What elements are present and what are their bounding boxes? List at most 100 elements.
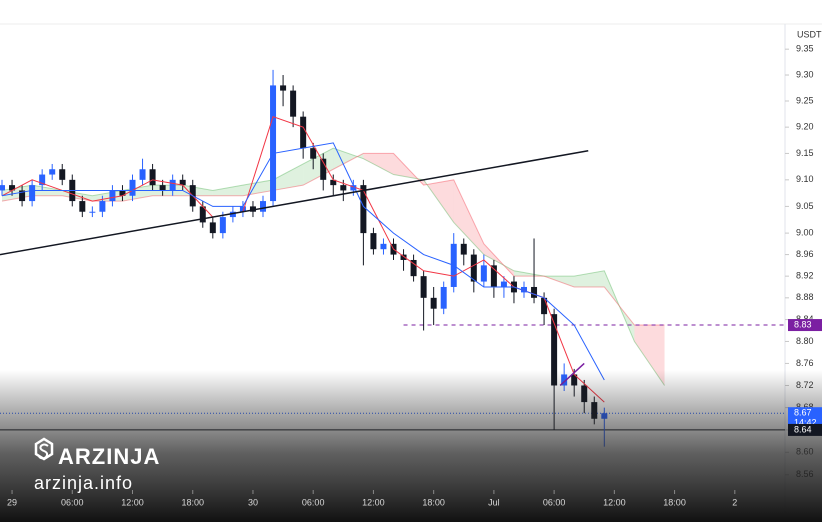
candle-body <box>209 222 216 234</box>
logo <box>34 437 54 461</box>
candle-body <box>470 254 477 282</box>
candle-body <box>531 286 538 298</box>
y-tick-label: 9.10 <box>796 174 814 184</box>
candle-body <box>380 243 387 250</box>
x-tick-label: 12:00 <box>603 497 626 507</box>
x-tick-label: 12:00 <box>362 497 385 507</box>
logo-s <box>38 443 49 460</box>
x-tick-label: 06:00 <box>302 497 325 507</box>
candle-body <box>159 185 166 191</box>
candle-body <box>119 190 126 196</box>
cloud-segment <box>423 179 454 223</box>
indicator-line <box>1 116 605 403</box>
candle-body <box>249 206 256 212</box>
price-label-box <box>788 319 822 332</box>
x-tick-label: 30 <box>248 497 258 507</box>
price-label-box <box>788 407 822 430</box>
candle-body <box>400 254 407 260</box>
candle-body <box>320 158 327 180</box>
candle-body <box>460 243 467 255</box>
candle-body <box>300 116 307 149</box>
candle-body <box>0 185 6 191</box>
y-tick-label: 8.80 <box>796 336 814 346</box>
candle-body <box>59 169 66 180</box>
candle-body <box>9 185 16 191</box>
candle-body <box>350 185 357 191</box>
x-tick-label: 06:00 <box>61 497 84 507</box>
y-tick-label: 9.35 <box>796 44 814 54</box>
candle-body <box>490 265 497 287</box>
y-tick-label: 9.30 <box>796 69 814 79</box>
candle-body <box>199 206 206 223</box>
price-label: 8.67 <box>794 408 812 418</box>
x-tick-label: 18:00 <box>181 497 204 507</box>
cloud-segment <box>453 179 484 255</box>
x-tick-label: 18:00 <box>422 497 445 507</box>
x-tick-label: 12:00 <box>121 497 144 507</box>
candle-body <box>169 179 176 191</box>
candle-body <box>109 190 116 202</box>
candle-body <box>149 169 156 186</box>
candle-body <box>260 201 267 212</box>
countdown: 14:42 <box>794 418 817 428</box>
x-tick-label: Jul <box>488 497 500 507</box>
y-tick-label: 8.84 <box>796 314 814 324</box>
candle-body <box>29 185 36 202</box>
cloud-segment <box>544 276 575 287</box>
cloud-segment <box>393 153 424 186</box>
candle-body <box>19 190 26 202</box>
candle-body <box>370 233 377 250</box>
y-tick-label: 9.00 <box>796 227 814 237</box>
y-tick-label: 9.15 <box>796 148 814 158</box>
candle-body <box>430 297 437 309</box>
cloud-segment <box>273 163 304 191</box>
candle-body <box>79 201 86 212</box>
overlay: 29 06:00 12:00 18:00 30 06:00 12:00 18:00 Jul 06:… <box>7 319 822 507</box>
candle-body <box>340 185 347 191</box>
y-tick-label: 8.88 <box>796 292 814 302</box>
cloud-segment <box>92 190 123 202</box>
cloud-segment <box>483 243 514 277</box>
cloud-segment <box>212 185 243 196</box>
price-label: 8.64 <box>794 424 812 434</box>
candle-body <box>541 297 548 315</box>
candle-body <box>290 90 297 117</box>
candle-body <box>89 211 96 213</box>
candle-body <box>219 217 226 234</box>
plot: 9.35 9.30 9.25 9.20 9.15 9.10 9.05 9.00 8.96 8.92… <box>0 44 814 479</box>
y-tick-label: 9.25 <box>796 95 814 105</box>
brand: ARZINJA <box>58 444 160 469</box>
candle-body <box>270 85 277 202</box>
x-tick-label: 18:00 <box>663 497 686 507</box>
cloud-segment <box>574 270 605 287</box>
y-tick-label: 8.76 <box>796 358 814 368</box>
brand-url: arzinja.info <box>34 473 133 493</box>
y-tick-label: 9.05 <box>796 201 814 211</box>
candle-body <box>551 314 558 386</box>
candle-body <box>139 169 146 180</box>
y-tick-label: 8.96 <box>796 249 814 259</box>
bottom-fade <box>0 370 822 522</box>
x-tick-label: 2 <box>732 497 737 507</box>
candle-body <box>49 169 56 175</box>
x-tick-label: 06:00 <box>543 497 566 507</box>
cloud-segment <box>333 148 364 170</box>
price-label-box <box>788 423 822 436</box>
currency-label: USDT <box>797 29 822 39</box>
indicator-line <box>0 150 589 256</box>
candle-body <box>440 286 447 309</box>
candle-body <box>420 276 427 298</box>
candle-body <box>129 179 136 196</box>
y-tick-label: 9.20 <box>796 122 814 132</box>
cloud-segment <box>604 270 635 342</box>
candle-body <box>310 148 317 159</box>
candle-body <box>521 286 528 293</box>
cloud-segment <box>242 179 274 196</box>
candle-body <box>480 265 487 282</box>
cloud-segment <box>513 270 545 277</box>
candle-body <box>39 174 46 186</box>
price-label: 8.83 <box>794 319 812 329</box>
x-tick-label: 29 <box>7 497 17 507</box>
candle-body <box>500 281 507 287</box>
